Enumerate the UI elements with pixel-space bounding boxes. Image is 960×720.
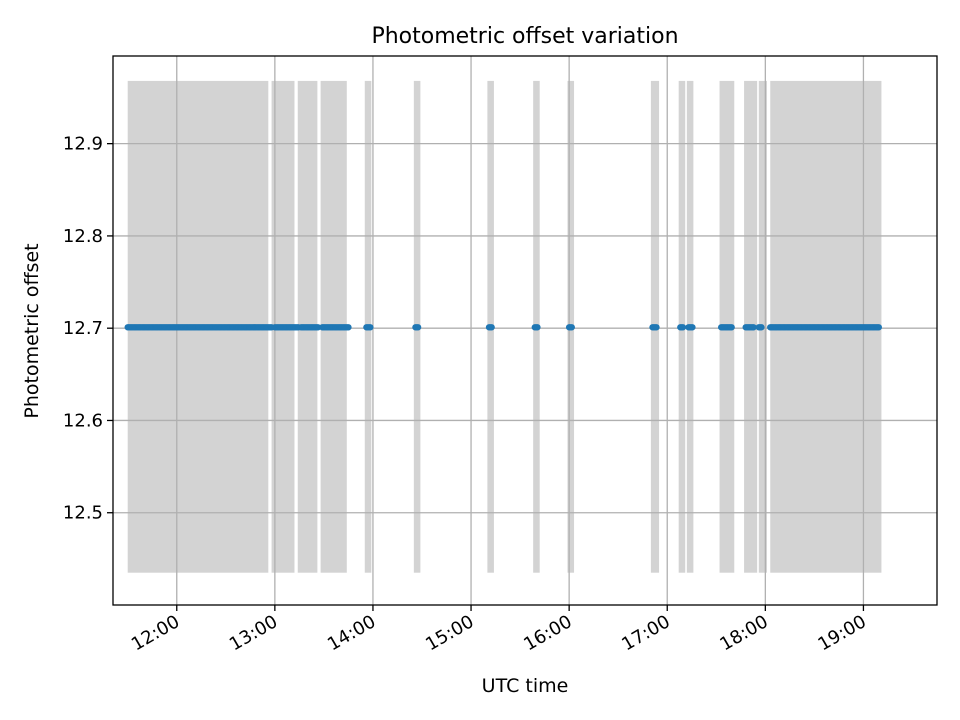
data-point (568, 324, 575, 331)
data-point (679, 324, 687, 331)
y-tick-label: 12.6 (63, 410, 103, 431)
data-point (345, 324, 352, 331)
x-axis-label: UTC time (482, 675, 569, 697)
plot-frame (112, 55, 938, 606)
chart-title: Photometric offset variation (371, 24, 678, 49)
data-point (689, 324, 696, 331)
y-axis-ticks: 12.5 12.6 12.7 12.8 12.9 (63, 134, 113, 524)
data-point (728, 324, 735, 331)
data-point (414, 324, 422, 331)
y-tick-label: 12.8 (63, 226, 103, 247)
data-point (367, 324, 374, 331)
data-point (653, 324, 660, 331)
data-point (534, 324, 541, 331)
y-tick-label: 12.7 (63, 318, 103, 339)
data-point (750, 324, 757, 331)
data-point (488, 324, 495, 331)
data-point (758, 324, 765, 331)
y-tick-label: 12.5 (63, 503, 103, 524)
y-tick-label: 12.9 (63, 134, 103, 155)
data-point (875, 324, 882, 331)
y-axis-label: Photometric offset (21, 243, 43, 418)
point-layer (124, 324, 882, 331)
